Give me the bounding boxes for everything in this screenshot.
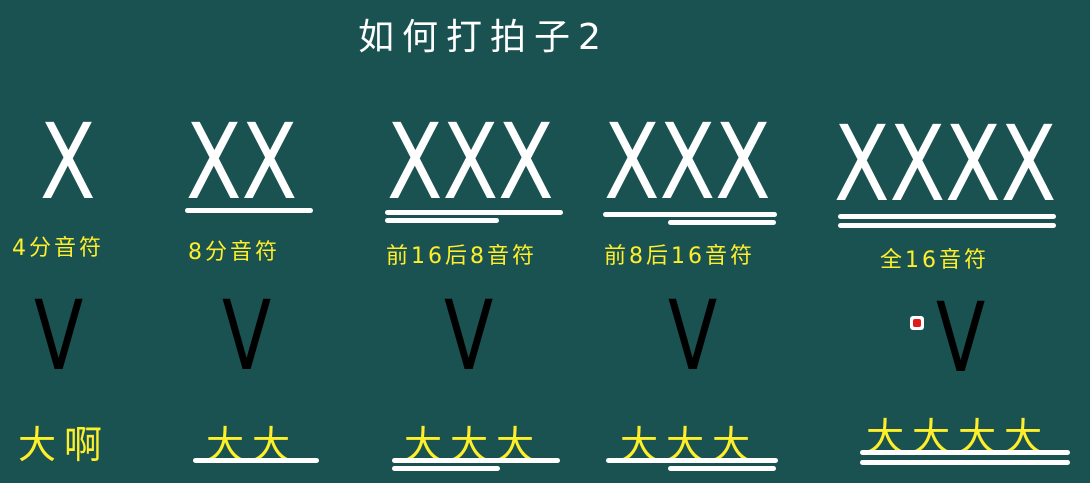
beat-mark: V	[444, 280, 494, 392]
note-label: 前16后8音符	[386, 244, 537, 269]
underline-bar	[193, 458, 319, 463]
underline-bar	[838, 214, 1056, 219]
note-label: 前8后16音符	[604, 244, 755, 269]
syllables: 大啊	[18, 423, 111, 467]
beat-mark: V	[668, 280, 718, 392]
note-symbols: XX	[186, 101, 298, 223]
underline-bar	[668, 466, 776, 471]
note-label: 全16音符	[880, 248, 989, 273]
underline-bar	[385, 210, 563, 215]
note-symbols: XXX	[604, 101, 771, 223]
note-symbols: XXX	[387, 101, 554, 223]
underline-bar	[185, 208, 313, 213]
underline-bar	[860, 450, 1070, 455]
note-symbols: XXXX	[834, 103, 1057, 225]
note-label: 4分音符	[12, 236, 104, 261]
underline-bar	[860, 460, 1070, 465]
beat-mark: V	[936, 282, 986, 394]
beat-mark: V	[222, 280, 272, 392]
beat-mark: V	[34, 280, 84, 392]
underline-bar	[838, 223, 1056, 228]
underline-bar	[385, 218, 499, 223]
underline-bar	[668, 220, 776, 225]
underline-bar	[392, 458, 560, 463]
recording-cursor-icon	[910, 316, 924, 330]
underline-bar	[603, 212, 777, 217]
page-title: 如何打拍子2	[358, 17, 609, 58]
note-label: 8分音符	[188, 240, 280, 265]
underline-bar	[392, 466, 500, 471]
underline-bar	[606, 458, 778, 463]
note-symbols: X	[40, 101, 96, 223]
